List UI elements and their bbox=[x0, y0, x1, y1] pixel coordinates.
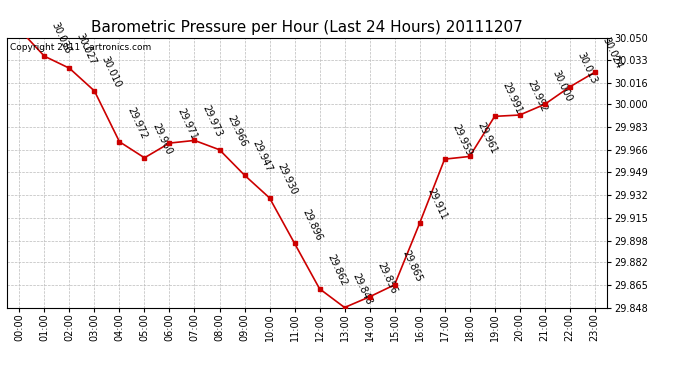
Text: 30.024: 30.024 bbox=[600, 36, 624, 71]
Text: 29.896: 29.896 bbox=[300, 207, 324, 242]
Text: 29.960: 29.960 bbox=[150, 122, 173, 156]
Text: 29.930: 29.930 bbox=[275, 162, 298, 196]
Text: 29.856: 29.856 bbox=[375, 261, 399, 296]
Text: 29.848: 29.848 bbox=[350, 271, 373, 306]
Text: 30.000: 30.000 bbox=[550, 68, 573, 103]
Text: 29.961: 29.961 bbox=[475, 120, 498, 155]
Text: 29.862: 29.862 bbox=[325, 252, 348, 287]
Text: 30.027: 30.027 bbox=[75, 32, 99, 67]
Text: 29.865: 29.865 bbox=[400, 249, 424, 284]
Text: 30.013: 30.013 bbox=[575, 51, 598, 86]
Text: 30.056: 30.056 bbox=[0, 374, 1, 375]
Text: 29.947: 29.947 bbox=[250, 139, 273, 174]
Text: 29.973: 29.973 bbox=[200, 104, 224, 139]
Text: 29.991: 29.991 bbox=[500, 80, 524, 115]
Text: 29.911: 29.911 bbox=[425, 187, 449, 222]
Text: 29.972: 29.972 bbox=[125, 105, 148, 140]
Title: Barometric Pressure per Hour (Last 24 Hours) 20111207: Barometric Pressure per Hour (Last 24 Ho… bbox=[91, 20, 523, 35]
Text: 30.036: 30.036 bbox=[50, 20, 73, 55]
Text: 29.992: 29.992 bbox=[525, 79, 549, 114]
Text: Copyright 2011 Cartronics.com: Copyright 2011 Cartronics.com bbox=[10, 43, 151, 52]
Text: 30.010: 30.010 bbox=[100, 55, 124, 90]
Text: 29.959: 29.959 bbox=[450, 123, 473, 158]
Text: 29.971: 29.971 bbox=[175, 107, 199, 142]
Text: 29.966: 29.966 bbox=[225, 114, 248, 148]
